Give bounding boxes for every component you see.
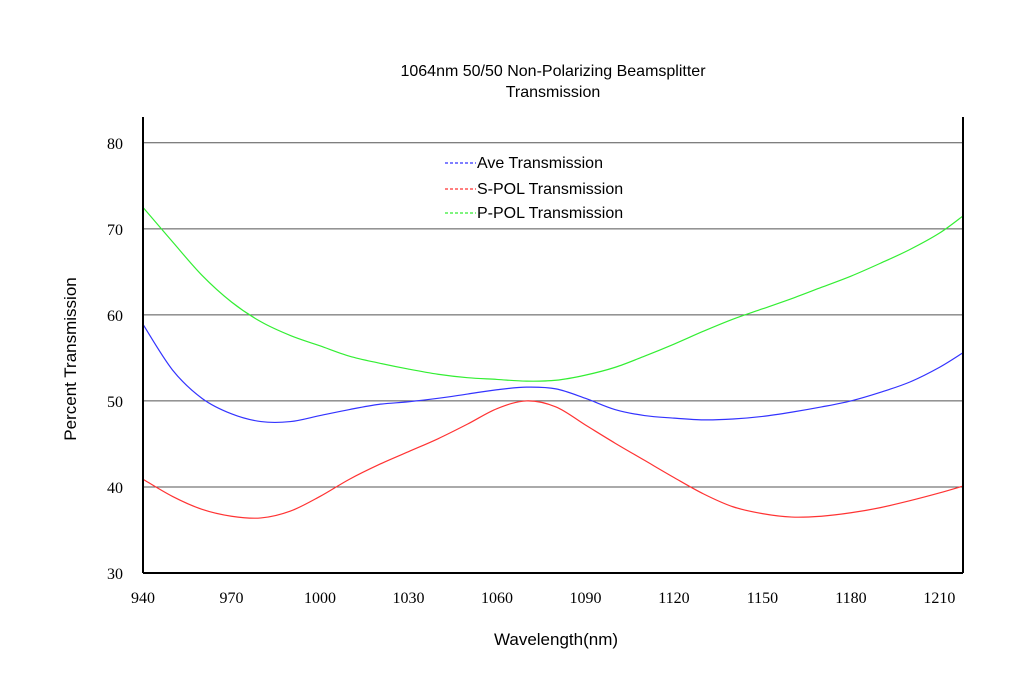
y-tick-label: 50 <box>107 394 123 411</box>
x-tick-label: 1150 <box>747 590 778 607</box>
chart-title: 1064nm 50/50 Non-Polarizing Beamsplitter <box>400 63 706 80</box>
x-tick-label: 1120 <box>658 590 689 607</box>
x-tick-label: 1090 <box>569 590 601 607</box>
x-tick-label: 970 <box>219 590 243 607</box>
gridlines <box>143 142 963 488</box>
y-tick-label: 60 <box>107 308 123 325</box>
y-tick-label: 30 <box>107 566 123 583</box>
x-tick-label: 940 <box>131 590 155 607</box>
y-axis-title: Percent Transmission <box>61 277 80 440</box>
y-tick-label: 40 <box>107 480 123 497</box>
x-tick-label: 1030 <box>392 590 424 607</box>
x-tick-label: 1000 <box>304 590 336 607</box>
x-axis-title: Wavelength(nm) <box>494 630 618 649</box>
legend-label-p-pol: P-POL Transmission <box>477 205 623 222</box>
y-tick-label: 80 <box>107 136 123 153</box>
y-tick-labels: 30 40 50 60 70 80 <box>107 136 123 583</box>
series-line-s-pol <box>142 400 964 519</box>
x-tick-labels: 940 970 1000 1030 1060 1090 1120 1150 1180 1210 <box>131 590 955 607</box>
x-tick-label: 1210 <box>923 590 955 607</box>
series-line-p-pol <box>142 206 964 382</box>
chart-subtitle: Transmission <box>506 84 601 101</box>
x-tick-label: 1060 <box>481 590 513 607</box>
series-line-ave <box>142 324 964 424</box>
y-tick-label: 70 <box>107 222 123 239</box>
series-lines <box>142 206 964 519</box>
legend: Ave Transmission S-POL Transmission P-POL … <box>445 155 623 222</box>
x-tick-label: 1180 <box>835 590 866 607</box>
legend-label-s-pol: S-POL Transmission <box>477 181 623 198</box>
legend-label-ave: Ave Transmission <box>477 155 603 172</box>
